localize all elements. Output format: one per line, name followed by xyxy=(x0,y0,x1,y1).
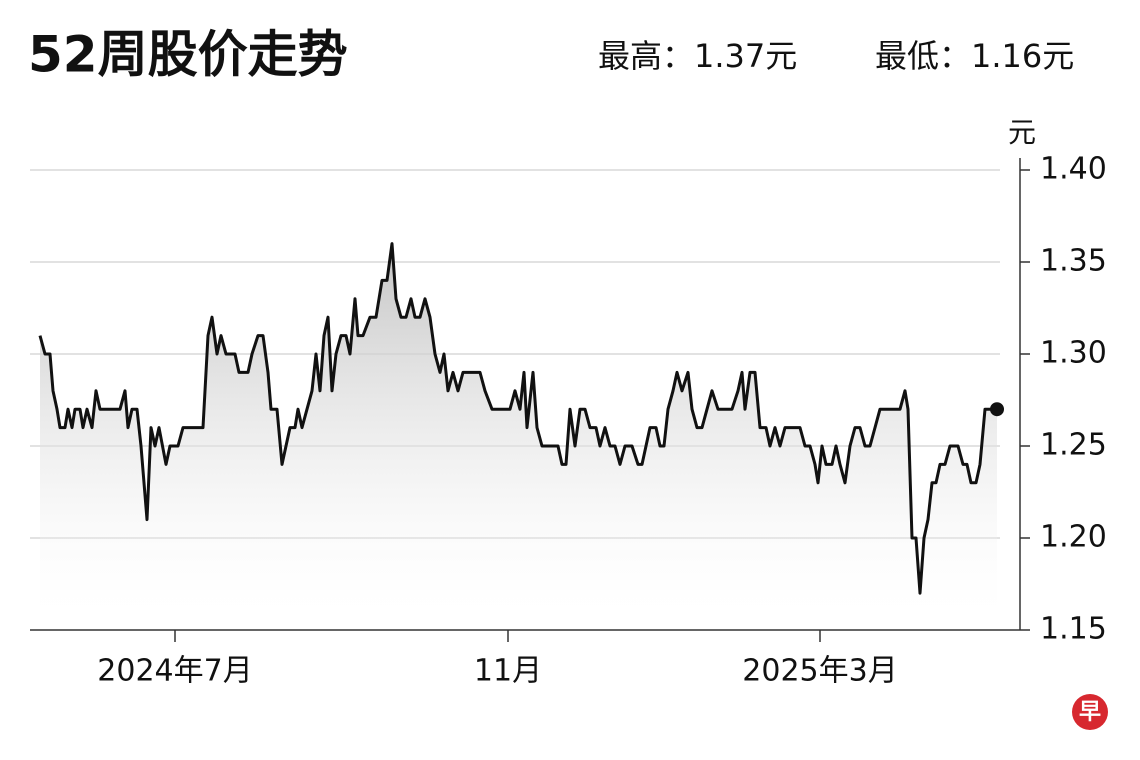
logo-circle xyxy=(1072,694,1108,730)
line xyxy=(38,242,997,595)
y-tick-label: 1.15 xyxy=(1040,612,1107,647)
y-tick-label: 1.35 xyxy=(1040,244,1107,279)
x-tick-label: 2025年3月 xyxy=(742,654,897,689)
low-label: 最低：1.16元 xyxy=(875,37,1074,75)
y-tick-label: 1.40 xyxy=(1040,152,1107,187)
y-unit: 元 xyxy=(1008,116,1036,149)
y-tick-label: 1.30 xyxy=(1040,336,1107,371)
logo: 早 xyxy=(1072,694,1108,730)
y-tick-label: 1.25 xyxy=(1040,428,1107,463)
x-tick-label: 2024年7月 xyxy=(97,654,252,689)
y-tick-label: 1.20 xyxy=(1040,520,1107,555)
logo-text: 早 xyxy=(1079,700,1101,725)
x-tick-label: 11月 xyxy=(474,654,542,689)
chart-title: 52周股价走势 xyxy=(28,26,348,84)
end-marker xyxy=(990,402,1004,417)
area xyxy=(40,243,997,630)
high-label: 最高：1.37元 xyxy=(598,37,797,75)
